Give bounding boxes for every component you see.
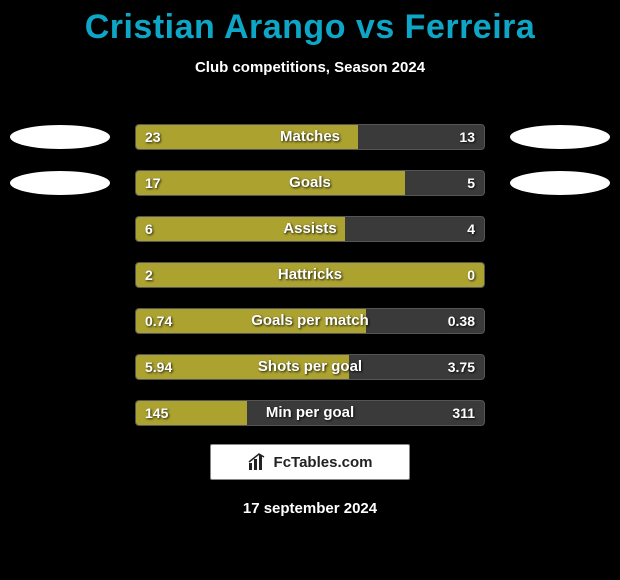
bar-track (135, 262, 485, 288)
stat-row: 23Matches13 (0, 110, 620, 156)
bar-fill (136, 125, 358, 149)
player-right-marker (510, 125, 610, 149)
bar-track (135, 308, 485, 334)
stat-row: 6Assists4 (0, 202, 620, 248)
bar-fill (136, 309, 366, 333)
bar-track (135, 124, 485, 150)
bar-track (135, 354, 485, 380)
stat-row: 0.74Goals per match0.38 (0, 294, 620, 340)
brand-name: FcTables.com (274, 454, 373, 471)
bar-fill (136, 171, 405, 195)
bar-fill (136, 217, 345, 241)
bar-fill (136, 401, 247, 425)
player-right-marker (510, 171, 610, 195)
subtitle: Club competitions, Season 2024 (0, 59, 620, 76)
bar-fill (136, 355, 349, 379)
stat-row: 2Hattricks0 (0, 248, 620, 294)
bar-fill (136, 263, 484, 287)
page-title: Cristian Arango vs Ferreira (0, 0, 620, 47)
bar-track (135, 170, 485, 196)
brand-logo-box: FcTables.com (210, 444, 410, 480)
player-left-marker (10, 125, 110, 149)
player-left-marker (10, 171, 110, 195)
date-label: 17 september 2024 (0, 500, 620, 517)
bar-track (135, 400, 485, 426)
bar-track (135, 216, 485, 242)
stat-row: 17Goals5 (0, 156, 620, 202)
stat-row: 5.94Shots per goal3.75 (0, 340, 620, 386)
chart-icon (248, 453, 268, 471)
stat-row: 145Min per goal311 (0, 386, 620, 432)
